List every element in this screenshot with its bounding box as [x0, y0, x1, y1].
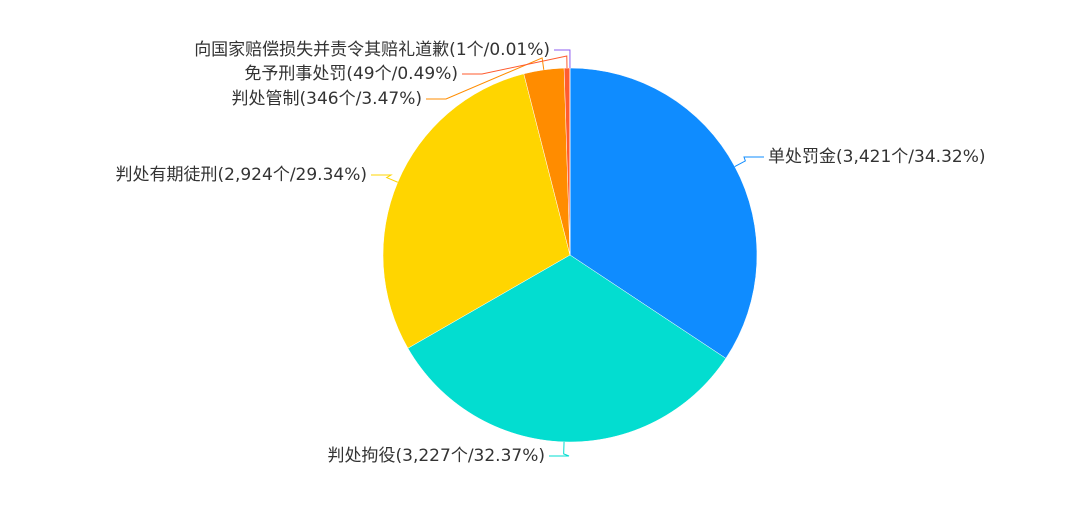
slice-label: 单处罚金(3,421个/34.32%)	[768, 147, 985, 167]
slice-label: 免予刑事处罚(49个/0.49%)	[244, 64, 458, 84]
slice-label: 向国家赔偿损失并责令其赔礼道歉(1个/0.01%)	[194, 40, 550, 60]
leader-line	[426, 57, 545, 100]
leader-line	[554, 49, 571, 68]
slice-label: 判处管制(346个/3.47%)	[232, 89, 422, 109]
leader-line	[549, 441, 570, 457]
leader-line	[462, 55, 568, 75]
leader-line	[734, 156, 764, 168]
slice-label: 判处拘役(3,227个/32.37%)	[328, 446, 545, 466]
leader-line	[371, 174, 398, 183]
slice-label: 判处有期徒刑(2,924个/29.34%)	[116, 165, 367, 185]
pie-slice	[382, 73, 571, 349]
